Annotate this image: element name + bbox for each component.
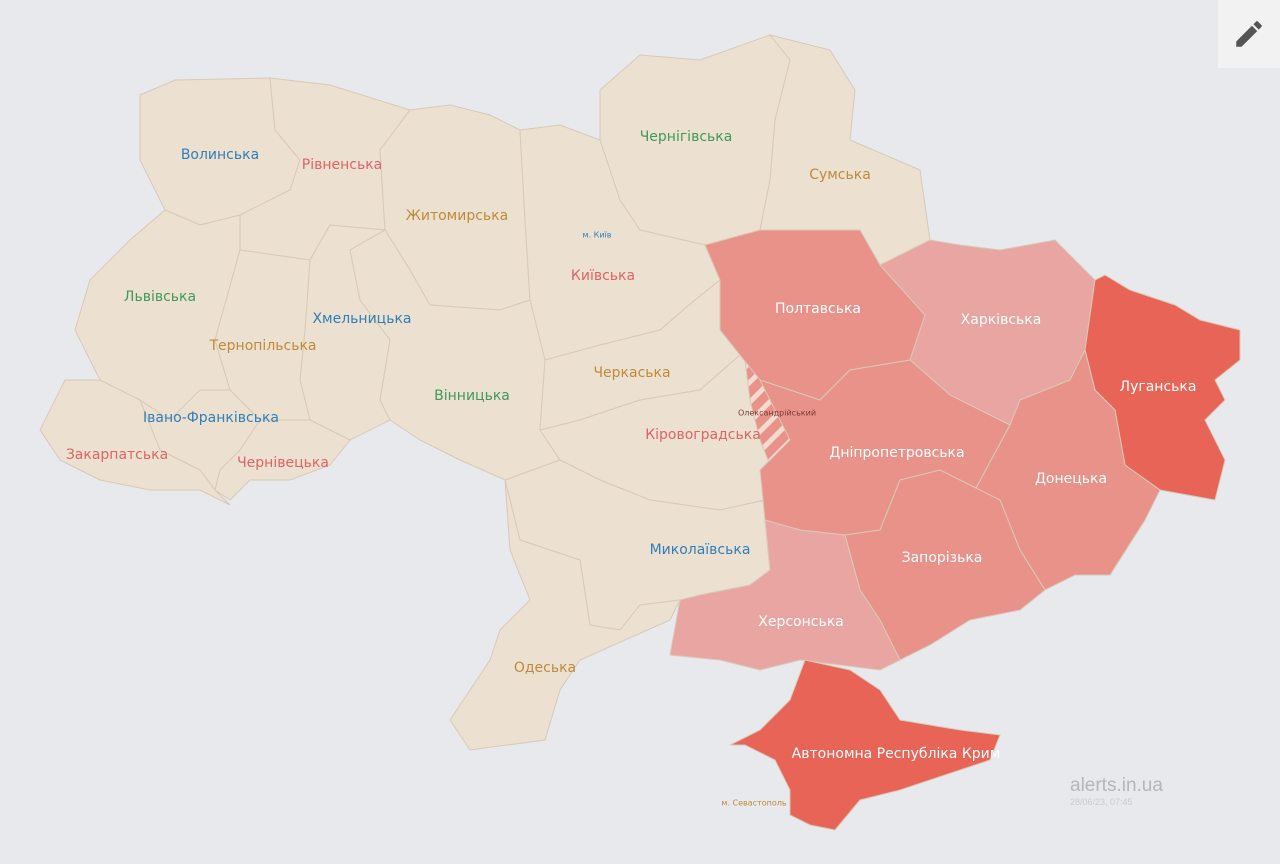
region-label-zhytomyr: Житомирська [406,208,508,224]
region-label-chernivtsi: Чернівецька [237,455,329,471]
region-label-kharkiv: Харківська [961,312,1042,328]
region-label-khmelnytskyi: Хмельницька [312,311,411,327]
region-chernivtsi[interactable] [214,419,351,501]
region-crimea[interactable] [729,659,1001,831]
region-label-cherkasy: Черкаська [593,365,670,381]
region-label-zaporizhzhia: Запорізька [902,550,983,566]
region-kherson[interactable] [669,519,901,671]
region-label-crimea: Автономна Республіка Крим [792,746,1001,762]
region-label-oleksandriia: Олександрійський [738,409,816,418]
region-label-kirovohrad: Кіровоградська [645,427,761,443]
region-label-chernihiv: Чернігівська [640,129,733,145]
region-label-odesa: Одеська [514,660,576,676]
region-label-poltava: Полтавська [775,301,861,317]
region-label-sumy: Сумська [809,167,871,183]
region-label-dnipro: Дніпропетровська [829,445,964,461]
region-label-sevastopol: м. Севастополь [721,799,786,808]
region-label-ivano-frankivsk: Івано-Франківська [143,410,279,426]
region-label-zakarpattia: Закарпатська [66,447,168,463]
region-label-volyn: Волинська [181,147,259,163]
region-label-mykolaiv: Миколаївська [650,542,751,558]
region-label-rivne: Рівненська [302,157,383,173]
region-label-ternopil: Тернопільська [209,338,317,354]
watermark-timestamp: 28/06/23, 07:45 [1070,797,1133,807]
region-label-kyiv: Київська [571,268,635,284]
region-label-lviv: Львівська [124,289,196,305]
region-odesa[interactable] [449,479,681,751]
edit-button[interactable] [1218,0,1280,68]
region-label-donetsk: Донецька [1035,471,1107,487]
pencil-icon [1236,21,1262,47]
region-label-kyiv-city: м. Київ [583,231,612,240]
region-label-luhansk: Луганська [1120,379,1197,395]
region-label-kherson: Херсонська [758,614,844,630]
watermark-site[interactable]: alerts.in.ua [1070,775,1163,796]
region-label-vinnytsia: Вінницька [434,388,510,404]
